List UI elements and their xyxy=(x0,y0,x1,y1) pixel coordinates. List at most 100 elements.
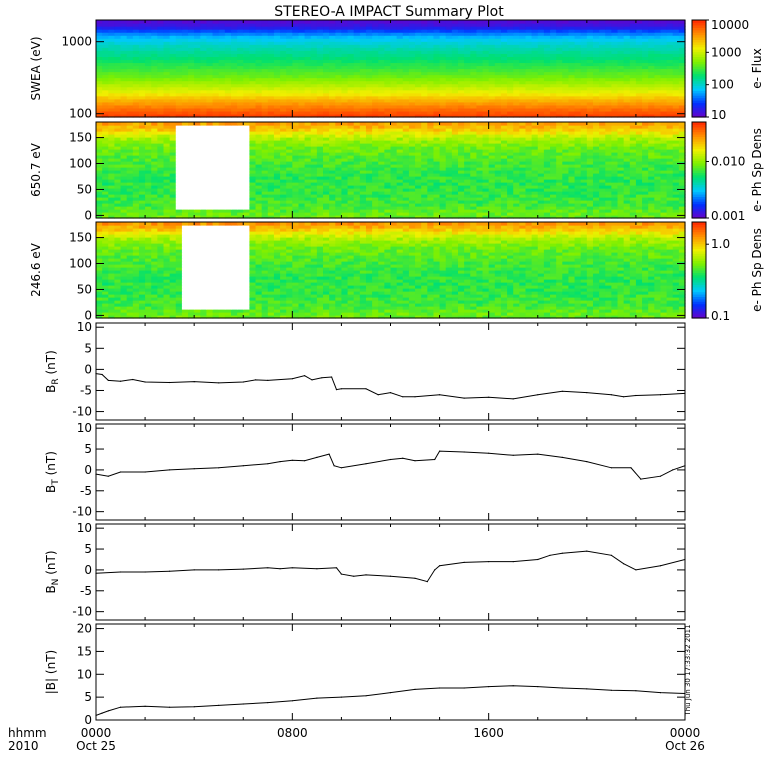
spectrogram-cell xyxy=(556,20,563,24)
spectrogram-cell xyxy=(317,20,324,24)
spectrogram-cell xyxy=(372,20,379,24)
spectrogram-cell xyxy=(127,20,134,24)
spectrogram-cell xyxy=(427,20,434,24)
spectrogram-cell xyxy=(341,20,348,24)
spectrogram-cell xyxy=(305,20,312,24)
spectrogram-cell xyxy=(170,20,177,24)
spectrogram-cell xyxy=(102,20,109,24)
spectrogram-cell xyxy=(495,20,502,24)
spectrogram-cell xyxy=(206,20,213,24)
colorbar-tick-label: 10000 xyxy=(711,18,749,32)
spectrogram-cell xyxy=(507,20,514,24)
spectrogram-cell xyxy=(501,20,508,24)
spectrogram-cell xyxy=(660,20,667,24)
spectrogram-cell xyxy=(145,20,152,24)
spectrogram-cell xyxy=(194,20,201,24)
spectrogram-cell xyxy=(213,20,220,24)
spectrogram-cell xyxy=(642,20,649,24)
spectrogram-cell xyxy=(311,20,318,24)
spectrogram-cell xyxy=(121,20,128,24)
colorbar-label: e- Flux xyxy=(750,48,764,88)
spectrogram-cell xyxy=(654,20,661,24)
spectrogram-cell xyxy=(256,20,263,24)
colorbar-tick-label: 1000 xyxy=(711,45,742,59)
spectrogram-cells xyxy=(96,20,686,118)
spectrogram-cell xyxy=(575,20,582,24)
spectrogram-cell xyxy=(225,20,232,24)
spectrogram-cell xyxy=(182,20,189,24)
spectrogram-cell xyxy=(298,20,305,24)
spectrogram-cell xyxy=(151,20,158,24)
spectrogram-cell xyxy=(360,20,367,24)
spectrogram-cell xyxy=(636,20,643,24)
spectrogram-cell xyxy=(323,20,330,24)
spectrogram-cell xyxy=(249,20,256,24)
spectrogram-cell xyxy=(133,20,140,24)
spectrogram-cell xyxy=(391,20,398,24)
y-tick-label: 100 xyxy=(69,107,92,121)
spectrogram-cell xyxy=(176,20,183,24)
spectrogram-cells xyxy=(96,122,686,219)
spectrogram-cell xyxy=(403,20,410,24)
spectrogram-cell xyxy=(348,20,355,24)
spectrogram-cell xyxy=(231,20,238,24)
spectrogram-cell xyxy=(200,20,207,24)
spectrogram-cell xyxy=(624,20,631,24)
spectrogram-cell xyxy=(157,20,164,24)
spectrogram-cell xyxy=(378,20,385,24)
spectrogram-cell xyxy=(243,20,250,24)
colorbar: 10000 1000 100 10 e- Flux xyxy=(692,18,764,122)
y-axis-label: SWEA (eV) xyxy=(29,36,43,100)
panels-layer: 10000 1000 100 10 e- Flux 100 1000 SWEA (eV) 0.0… xyxy=(29,18,764,727)
spectrogram-cell xyxy=(618,20,625,24)
spectrogram-cell xyxy=(562,20,569,24)
spectrogram-cell xyxy=(464,20,471,24)
spectrogram-cell xyxy=(329,20,336,24)
spectrogram-cell xyxy=(648,20,655,24)
spectrogram-cell xyxy=(409,20,416,24)
spectrogram-cell xyxy=(470,20,477,24)
spectrogram-cell xyxy=(673,20,680,24)
colorbar-tick-label: 10 xyxy=(711,108,726,122)
spectrogram-cell xyxy=(163,20,170,24)
panel-1: 10000 1000 100 10 e- Flux 100 1000 SWEA (eV) xyxy=(29,18,764,122)
spectrogram-cell xyxy=(421,20,428,24)
spectrogram-cell xyxy=(440,20,447,24)
spectrogram-cell xyxy=(280,20,287,24)
spectrogram-cell xyxy=(538,20,545,24)
spectrogram-cell xyxy=(292,20,299,24)
spectrogram-cell xyxy=(108,20,115,24)
spectrogram-cell xyxy=(397,20,404,24)
colorbar-tick-label: 100 xyxy=(711,78,734,92)
spectrogram-cell xyxy=(96,20,103,24)
spectrogram-cell xyxy=(599,20,606,24)
spectrogram-cell xyxy=(452,20,459,24)
spectrogram-cell xyxy=(219,20,226,24)
spectrogram-cell xyxy=(525,20,532,24)
spectrogram-cell xyxy=(354,20,361,24)
spectrogram-cell xyxy=(366,20,373,24)
spectrogram-cell xyxy=(476,20,483,24)
plot-title: STEREO-A IMPACT Summary Plot xyxy=(274,4,504,20)
spectrogram-cell xyxy=(605,20,612,24)
spectrogram-cell xyxy=(262,20,269,24)
spectrogram-cell xyxy=(544,20,551,24)
spectrogram-cell xyxy=(458,20,465,24)
y-tick-label: 1000 xyxy=(61,35,92,49)
spectrogram-cell xyxy=(519,20,526,24)
spectrogram-cell xyxy=(446,20,453,24)
spectrogram-cell xyxy=(268,20,275,24)
spectrogram-cell xyxy=(593,20,600,24)
spectrogram-cell xyxy=(415,20,422,24)
spectrogram-cell xyxy=(568,20,575,24)
spectrogram-cell xyxy=(611,20,618,24)
spectrogram-cell xyxy=(587,20,594,24)
spectrogram-cell xyxy=(667,20,674,24)
spectrogram-cell xyxy=(274,20,281,24)
spectrogram-cell xyxy=(550,20,557,24)
spectrogram-cell xyxy=(114,20,121,24)
spectrogram-cell xyxy=(489,20,496,24)
